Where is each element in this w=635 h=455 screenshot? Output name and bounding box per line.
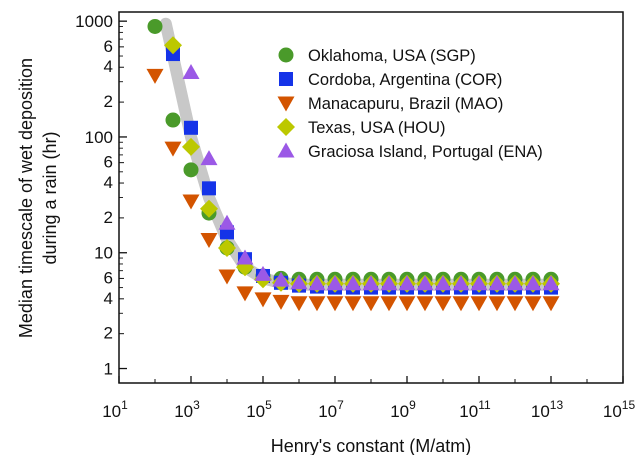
data-point	[542, 296, 560, 312]
y-minor-tick-label: 4	[104, 57, 113, 76]
y-minor-tick-label: 4	[104, 173, 113, 192]
legend-marker	[278, 47, 294, 63]
data-point	[147, 18, 163, 34]
data-point	[184, 120, 198, 135]
data-point	[308, 275, 326, 291]
data-point	[434, 275, 452, 291]
y-minor-tick-label: 6	[104, 268, 113, 287]
data-point	[416, 296, 434, 312]
series-2	[146, 68, 560, 312]
y-minor-tick-label: 6	[104, 153, 113, 172]
y-tick-label: 1000	[75, 12, 113, 31]
data-point	[398, 275, 416, 291]
y-axis-title: Median timescale of wet deposition durin…	[16, 58, 60, 338]
y-minor-tick-label: 4	[104, 289, 113, 308]
data-point	[524, 296, 542, 312]
y-tick-label: 100	[85, 128, 113, 147]
data-point	[506, 275, 524, 291]
data-point	[542, 275, 560, 291]
y-minor-tick-label: 2	[104, 324, 113, 343]
legend-marker	[277, 118, 295, 136]
data-point	[272, 271, 290, 287]
data-point	[182, 194, 200, 210]
data-point	[308, 296, 326, 312]
legend-label: Cordoba, Argentina (COR)	[308, 71, 502, 89]
data-point	[218, 238, 236, 257]
data-point	[164, 141, 182, 157]
data-point	[236, 286, 254, 302]
y-axis-title-line-1: Median timescale of wet deposition	[16, 58, 36, 338]
data-point	[290, 296, 308, 312]
data-point	[199, 199, 218, 218]
data-point	[488, 275, 506, 291]
x-tick-label: 1011	[459, 398, 491, 421]
data-point	[362, 296, 380, 312]
x-tick-label: 101	[102, 398, 128, 421]
data-point	[344, 296, 362, 312]
data-point	[200, 233, 218, 249]
data-point	[380, 275, 398, 291]
y-minor-tick-label: 2	[104, 208, 113, 227]
data-point	[254, 265, 272, 281]
data-point	[326, 296, 344, 312]
legend-label: Oklahoma, USA (SGP)	[308, 47, 476, 65]
data-point	[416, 275, 434, 291]
y-tick-label: 10	[94, 244, 113, 263]
y-minor-tick-label: 2	[104, 92, 113, 111]
legend-marker	[277, 142, 295, 158]
legend-marker	[279, 72, 293, 86]
data-point	[218, 214, 236, 230]
data-point	[452, 296, 470, 312]
data-point	[183, 162, 199, 178]
data-point	[254, 292, 272, 308]
data-point	[146, 68, 164, 84]
data-point	[236, 249, 254, 265]
y-tick-label: 1	[104, 360, 113, 379]
data-point	[182, 64, 200, 80]
data-point	[470, 296, 488, 312]
x-tick-label: 105	[246, 398, 272, 421]
x-tick-label: 1015	[603, 398, 635, 421]
data-point	[201, 181, 216, 196]
legend-label: Graciosa Island, Portugal (ENA)	[308, 143, 543, 161]
x-tick-label: 103	[174, 398, 200, 421]
data-point	[165, 112, 181, 128]
x-tick-label: 107	[318, 398, 344, 421]
y-axis-title-line-2: during a rain (hr)	[40, 131, 60, 264]
data-point	[380, 296, 398, 312]
legend-label: Manacapuru, Brazil (MAO)	[308, 95, 503, 113]
y-minor-tick-label: 6	[104, 37, 113, 56]
series-4	[182, 64, 560, 291]
data-point	[524, 275, 542, 291]
data-point	[290, 274, 308, 290]
x-tick-label: 1013	[531, 398, 564, 421]
x-tick-label: 109	[390, 398, 416, 421]
legend: Oklahoma, USA (SGP) Cordoba, Argentina (C…	[277, 47, 543, 161]
data-points-layer	[146, 18, 560, 312]
data-point	[182, 137, 200, 156]
data-point	[344, 275, 362, 291]
x-axis-title: Henry's constant (M/atm)	[271, 436, 472, 455]
data-point	[200, 150, 218, 166]
data-point	[434, 296, 452, 312]
data-point	[452, 275, 470, 291]
data-point	[506, 296, 524, 312]
legend-label: Texas, USA (HOU)	[308, 119, 446, 137]
data-point	[470, 275, 488, 291]
data-point	[163, 36, 182, 55]
data-point	[326, 275, 344, 291]
legend-marker	[277, 96, 295, 112]
x-axis: 101 103 105 107 109 1011 1013 1015	[102, 376, 635, 421]
data-point	[272, 294, 290, 310]
data-point	[488, 296, 506, 312]
data-point	[218, 269, 236, 285]
data-point	[362, 275, 380, 291]
data-point	[398, 296, 416, 312]
